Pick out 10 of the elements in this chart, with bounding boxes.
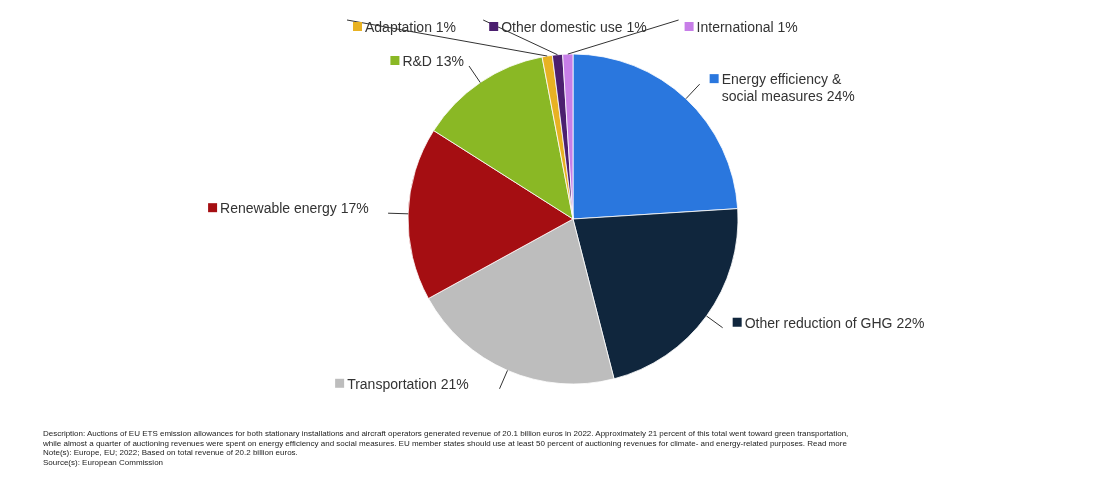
legend-label: Energy efficiency & social measures 24%: [721, 71, 855, 105]
source-note: Source(s): European Commission: [43, 457, 164, 467]
legend-label: International 1%: [696, 19, 798, 35]
text: Note(s): Europe, EU; 2022; Based on total revenue of 20.2 billion euros.: [43, 448, 298, 457]
text: Description: Auctions of EU ETS emission allowances for both stationary installations and aircraft operators generated revenue of 20.1 billion euros in 2022. Approximately 21 percent of this total went toward green transportation, while almost a quarter of auctioning revenues were spent on energy efficiency and social measures. EU member states should use at least 50 percent of auctioning revenues for climate- and energy-related purposes. Read more: [42, 429, 849, 448]
legend-label: Transportation 21%: [347, 375, 469, 392]
legend-label: Other domestic use 1%: [501, 19, 647, 35]
legend-label: Renewable energy 17%: [220, 200, 369, 217]
legend-label: Other reduction of GHG 22%: [744, 314, 925, 331]
legend-label: R&D 13%: [402, 52, 464, 69]
